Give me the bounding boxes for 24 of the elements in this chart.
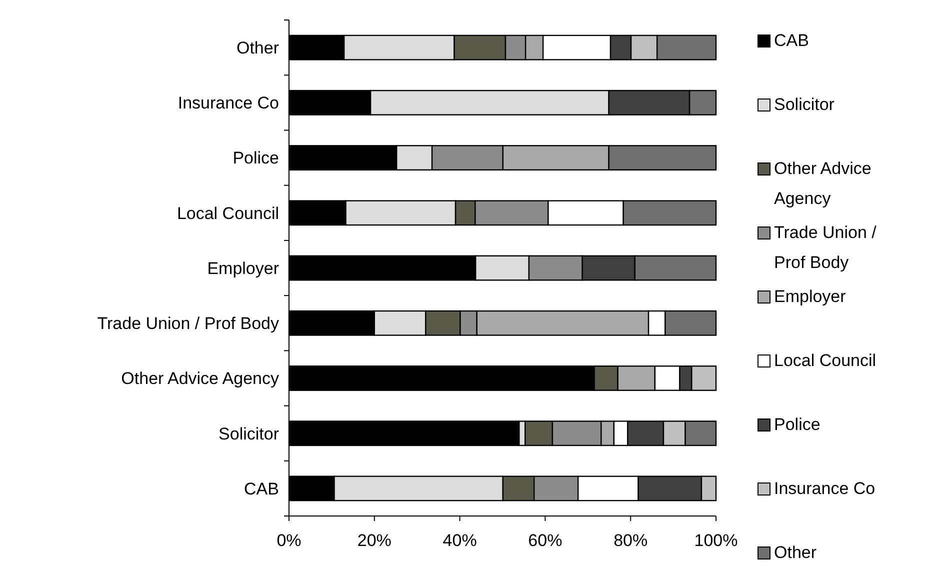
y-tick-label: Trade Union / Prof Body <box>97 314 280 334</box>
x-tick-label: 40% <box>442 531 477 550</box>
legend-label: Other Advice Agency <box>774 159 872 208</box>
y-tick-label: Other Advice Agency <box>121 369 280 388</box>
x-tick-label: 0% <box>276 531 302 550</box>
legend-label: Other <box>774 543 817 562</box>
legend-label: CAB <box>774 31 809 50</box>
x-tick-label: 20% <box>357 531 392 550</box>
legend-label: Local Council <box>774 351 876 370</box>
y-tick-label: Employer <box>207 258 280 278</box>
y-tick-label: Other <box>236 38 280 58</box>
y-tick-label: Insurance Co <box>178 94 279 113</box>
x-tick-label: 100% <box>694 531 738 550</box>
legend-label: Police <box>774 415 820 434</box>
x-tick-label: 80% <box>614 531 648 550</box>
x-tick-label: 60% <box>528 531 562 550</box>
y-tick-label: Local Council <box>176 204 279 223</box>
legend-label: Solicitor <box>774 95 835 114</box>
y-tick-label: Police <box>232 148 279 168</box>
legend-label: Employer <box>774 287 846 306</box>
legend-label: Trade Union / Prof Body <box>774 223 877 272</box>
y-tick-label: Solicitor <box>218 424 280 444</box>
y-tick-label: CAB <box>244 479 279 498</box>
legend-label: Insurance Co <box>774 479 876 498</box>
